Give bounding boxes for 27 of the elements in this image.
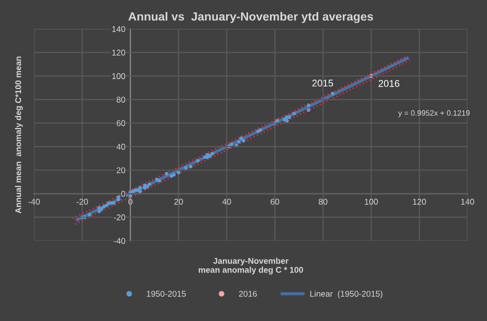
- x-tick-label: 100: [364, 198, 378, 205]
- x-tick-label: 80: [318, 198, 328, 205]
- x-tick-label: 20: [174, 198, 183, 205]
- y-tick-label: 80: [116, 96, 126, 103]
- y-tick-label: 0: [121, 190, 126, 197]
- y-tick-label: -20: [114, 214, 126, 220]
- annotation: 2016: [378, 80, 400, 87]
- x-tick-label: -40: [28, 198, 40, 205]
- x-tick-label: 40: [222, 198, 232, 205]
- y-tick-label: 40: [116, 144, 126, 150]
- chart-title: Annual vs January-November ytd averages: [128, 12, 374, 24]
- x-axis-title: January-November mean anomaly deg C * 100: [198, 258, 304, 274]
- y-tick-label: 100: [112, 73, 126, 80]
- annotation: 2015: [312, 80, 334, 87]
- y-tick-label: 140: [112, 26, 126, 32]
- x-tick-label: 60: [270, 198, 280, 205]
- x-tick-label: 140: [461, 198, 474, 205]
- x-tick-label: 120: [413, 198, 426, 205]
- legend-label: 1950-2015: [146, 290, 186, 297]
- y-tick-label: 60: [116, 120, 126, 126]
- y-tick-label: 20: [116, 167, 126, 174]
- y-tick-label: 120: [112, 50, 126, 56]
- legend-label: 2016: [239, 290, 257, 297]
- legend-label: Linear (1950-2015): [310, 290, 382, 298]
- y-tick-label: -40: [114, 238, 126, 244]
- y-axis-title: Annual mean anomaly deg C*100 mean: [15, 56, 23, 214]
- x-tick-label: -20: [76, 198, 88, 205]
